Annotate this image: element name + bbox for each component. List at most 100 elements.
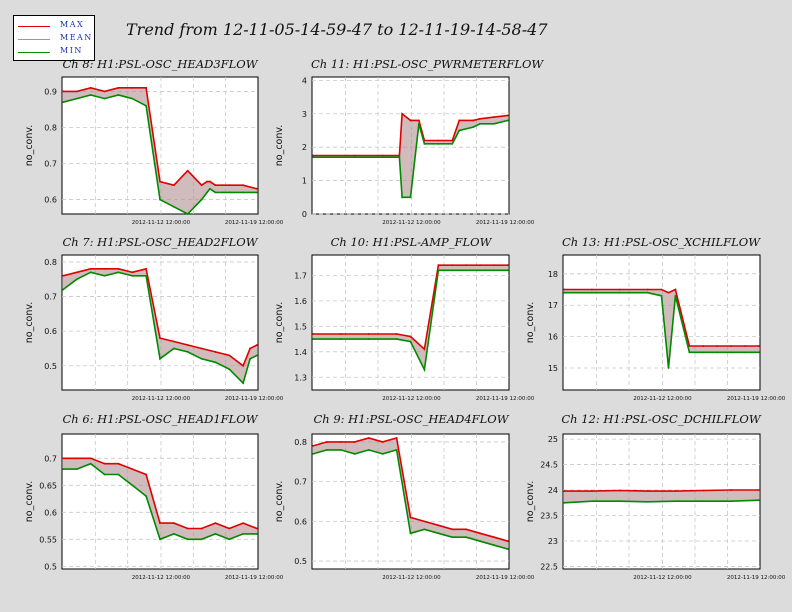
chart-svg: 0.6 0.7 0.8 0.9 2012-11-12 12:00:00 2012-11-1… (24, 76, 284, 226)
y-tick-label: 18 (548, 270, 558, 279)
y-tick-label: 0.6 (44, 196, 57, 205)
x-tick-label: 2012-11-19 12:00:00 (727, 396, 786, 402)
legend-swatch-min (18, 52, 50, 53)
x-tick-label: 2012-11-12 12:00:00 (132, 396, 191, 402)
data-point (618, 288, 621, 291)
data-point (103, 97, 106, 100)
data-point (256, 354, 258, 357)
y-tick-label: 0.8 (44, 123, 57, 132)
x-tick-label: 2012-11-12 12:00:00 (382, 396, 441, 402)
series-line-min (62, 94, 257, 215)
y-tick-label: 0.6 (44, 327, 57, 336)
data-point (437, 524, 440, 527)
legend-box: MAX MEAN MIN (13, 15, 95, 61)
data-point (312, 445, 314, 447)
y-tick-label: 23.5 (540, 512, 558, 521)
data-point (256, 191, 258, 194)
data-point (465, 264, 468, 267)
data-point (381, 156, 384, 159)
data-point (618, 489, 621, 492)
data-point (409, 196, 412, 199)
data-point (103, 473, 106, 476)
data-point (367, 437, 370, 439)
data-point (590, 490, 593, 492)
data-point (479, 540, 482, 543)
data-point (730, 500, 733, 503)
y-axis-label: no_conv. (525, 481, 536, 523)
data-point (417, 122, 420, 125)
data-point (381, 441, 384, 443)
legend-swatch-mean (18, 39, 50, 40)
data-point (159, 538, 161, 541)
y-tick-label: 0.5 (294, 557, 307, 566)
y-tick-label: 3 (302, 110, 307, 119)
data-point (451, 139, 454, 142)
data-point (409, 532, 412, 535)
data-point (674, 288, 677, 291)
data-point (75, 90, 78, 93)
y-tick-label: 24 (548, 486, 558, 495)
x-tick-label: 2012-11-19 12:00:00 (727, 575, 786, 581)
x-tick-label: 2012-11-12 12:00:00 (382, 220, 441, 226)
data-point (214, 522, 217, 524)
data-point (744, 351, 746, 354)
data-point (159, 357, 161, 360)
data-point (409, 340, 412, 343)
y-axis-label: no_conv. (24, 481, 35, 523)
data-point (131, 86, 134, 89)
mean-band (564, 289, 759, 368)
data-point (688, 351, 691, 354)
data-point (618, 500, 621, 503)
data-point (117, 94, 120, 96)
data-point (103, 274, 106, 277)
data-point (221, 191, 224, 194)
data-point (159, 180, 161, 183)
plot-area (311, 433, 510, 570)
series-line-max (63, 86, 258, 190)
data-point (507, 264, 509, 267)
data-point (75, 457, 78, 460)
chart-svg: 1.3 1.4 1.5 1.6 1.7 2012-11-12 12:00:00 2012-1… (274, 254, 535, 402)
data-point (409, 335, 412, 338)
mean-band (63, 87, 257, 214)
data-point (249, 357, 251, 360)
chart-panel: 0.6 0.7 0.8 0.9 2012-11-12 12:00:00 2012-11-1… (24, 76, 284, 226)
chart-panel: 15 16 17 18 2012-11-12 12:00:00 2012-11-19 12… (525, 254, 786, 402)
chart-svg: 0.5 0.6 0.7 0.8 2012-11-12 12:00:00 2012-11-1… (24, 254, 284, 402)
data-point (242, 364, 245, 367)
panel-title: Ch 6: H1:PSL-OSC_HEAD1FLOW (62, 412, 258, 426)
main-title: Trend from 12-11-05-14-59-47 to 12-11-19… (126, 20, 548, 39)
data-point (242, 184, 245, 187)
y-tick-label: 0.8 (44, 258, 57, 267)
y-tick-label: 4 (302, 76, 307, 85)
legend-label-min: MIN (60, 46, 83, 55)
panel-title: Ch 13: H1:PSL-OSC_XCHILFLOW (561, 235, 761, 249)
data-point (75, 468, 78, 470)
y-tick-label: 0.5 (44, 362, 57, 371)
series-line-max (62, 267, 258, 368)
data-point (417, 119, 420, 122)
data-point (145, 267, 148, 270)
y-tick-label: 17 (548, 301, 558, 310)
data-point (242, 522, 245, 524)
x-tick-label: 2012-11-19 12:00:00 (476, 396, 535, 402)
data-point (674, 294, 677, 297)
y-tick-label: 22.5 (540, 562, 558, 571)
data-point (75, 271, 78, 274)
data-point (186, 344, 189, 346)
data-point (200, 527, 203, 530)
data-point (507, 548, 509, 551)
data-point (465, 269, 468, 272)
data-point (145, 274, 148, 277)
data-point (339, 448, 342, 451)
data-point (688, 345, 691, 347)
chart-svg: 15 16 17 18 2012-11-12 12:00:00 2012-11-19 12… (525, 254, 786, 402)
data-point (451, 528, 454, 531)
mean-band (63, 268, 257, 384)
data-point (472, 119, 475, 122)
data-point (339, 441, 342, 443)
data-point (242, 382, 245, 384)
y-tick-label: 0 (302, 210, 307, 219)
y-axis-label: no_conv. (274, 125, 285, 167)
y-tick-label: 0.6 (44, 508, 57, 517)
